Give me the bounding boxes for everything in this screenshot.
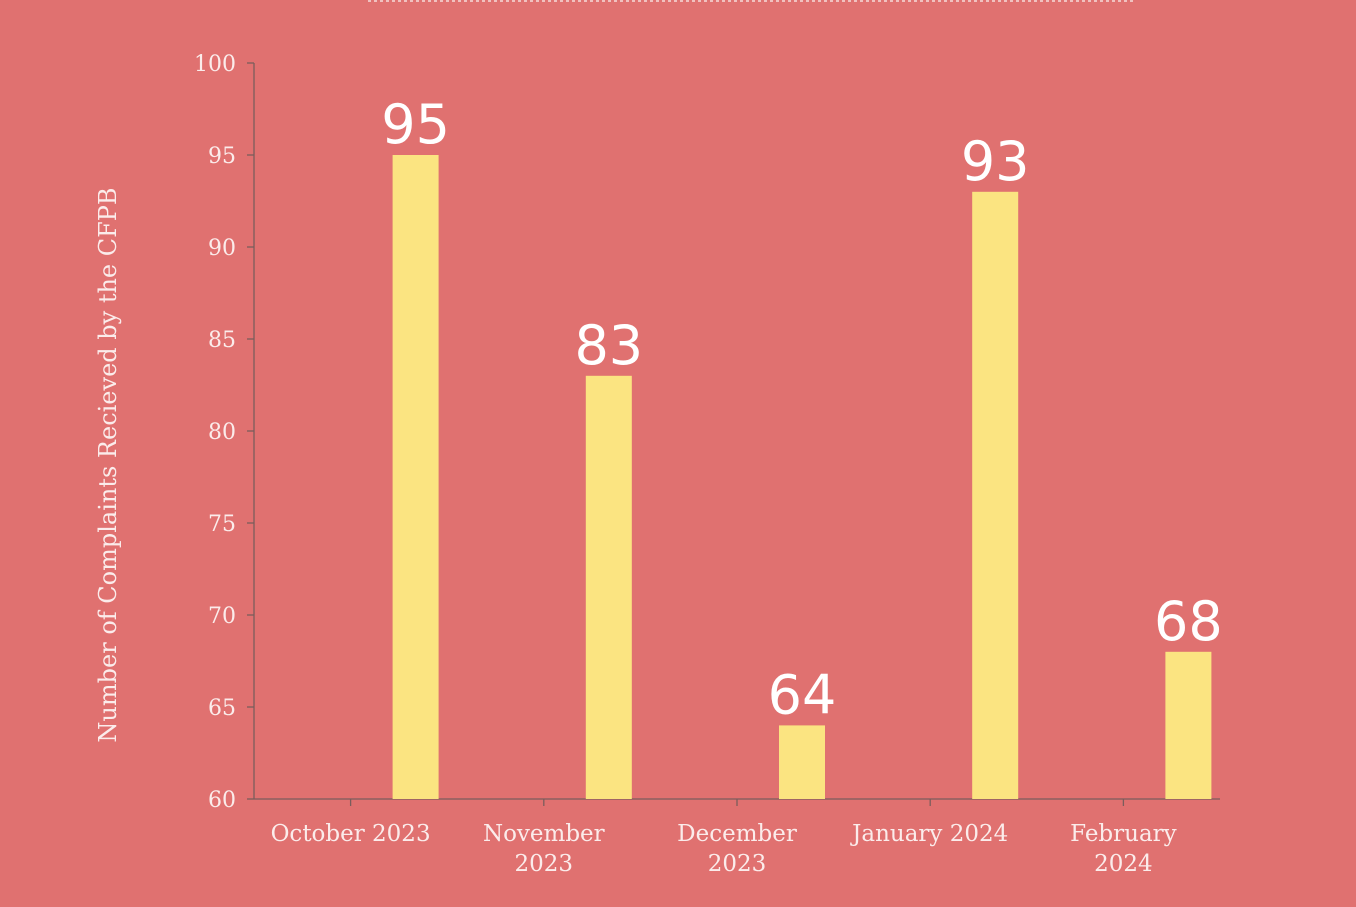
x-tick-label-line: December	[677, 821, 797, 847]
bars	[392, 155, 1212, 800]
y-axis-label: Number of Complaints Recieved by the CFP…	[94, 187, 122, 742]
y-tick-label: 100	[194, 52, 236, 77]
axes: 60 65 70 75 80 85 90 95 100 October 2023 November 2…	[194, 52, 1220, 877]
bar	[585, 375, 632, 799]
bar-value-label: 83	[574, 314, 643, 377]
bar-value-label: 64	[768, 663, 837, 726]
x-tick-label-line: 2023	[708, 851, 767, 877]
x-tick-label-line: February	[1070, 821, 1177, 847]
x-tick-label: January 2024	[850, 821, 1008, 847]
x-tick-label: November 2023	[483, 821, 605, 877]
x-tick-label: October 2023	[271, 821, 431, 847]
x-tick-label: February 2024	[1070, 821, 1177, 877]
x-tick-label-line: 2024	[1094, 851, 1153, 877]
y-tick-label: 75	[208, 512, 236, 537]
y-axis-label-group: Number of Complaints Recieved by the CFP…	[94, 187, 122, 742]
y-tick-label: 70	[208, 604, 236, 629]
y-tick-label: 65	[208, 696, 236, 721]
y-tick-label: 85	[208, 328, 236, 353]
bar-value-label: 93	[961, 130, 1030, 193]
bar-value-label: 95	[381, 93, 450, 156]
x-tick-label-line: 2023	[515, 851, 574, 877]
y-tick-label: 95	[208, 144, 236, 169]
data-labels: 95 83 64 93 68	[381, 93, 1223, 726]
bar	[779, 725, 825, 799]
x-tick-label-line: January 2024	[850, 821, 1008, 847]
bar	[972, 191, 1019, 800]
y-tick-label: 90	[208, 236, 236, 261]
y-tick-label: 80	[208, 420, 236, 445]
x-tick-label-line: October 2023	[271, 821, 431, 847]
bar	[1165, 651, 1212, 799]
bar	[392, 155, 439, 799]
bar-value-label: 68	[1154, 590, 1223, 653]
x-tick-label: December 2023	[677, 821, 797, 877]
y-tick-label: 60	[208, 788, 236, 813]
x-tick-label-line: November	[483, 821, 605, 847]
